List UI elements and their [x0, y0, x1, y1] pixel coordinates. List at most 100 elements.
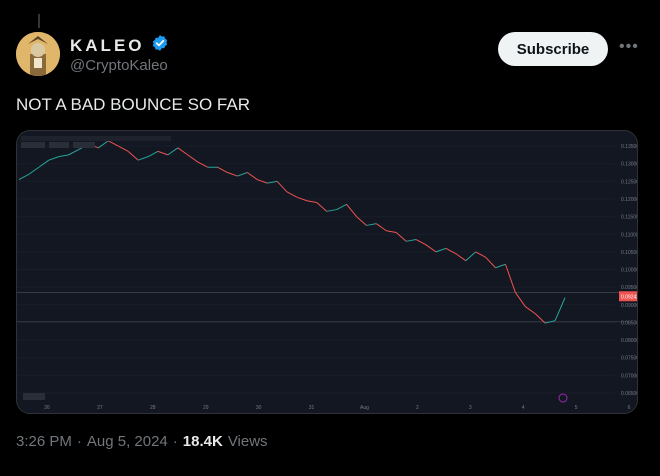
price-segment [534, 313, 546, 324]
display-name[interactable]: KALEO [70, 35, 145, 55]
price-segment [237, 172, 248, 177]
price-segment [177, 147, 189, 156]
x-tick-label: 31 [309, 405, 315, 411]
price-segment [495, 263, 506, 269]
price-segment [108, 140, 119, 147]
meta-separator: · [172, 433, 178, 450]
price-segment [425, 244, 437, 253]
price-tag-label: 0.09242 [621, 294, 637, 300]
price-segment [257, 179, 268, 184]
event-marker-icon [558, 393, 568, 403]
price-segment [346, 203, 357, 217]
price-segment [445, 247, 457, 255]
price-segment [485, 256, 496, 269]
indicator-chip [21, 142, 45, 148]
price-segment [157, 150, 169, 156]
author-handle[interactable]: @CryptoKaleo [70, 57, 168, 74]
price-segment [137, 156, 149, 161]
price-segment [356, 216, 367, 226]
avatar-image [16, 32, 60, 76]
price-segment [217, 166, 228, 173]
price-segment [514, 292, 526, 307]
price-segment [435, 247, 447, 253]
price-segment [267, 180, 278, 184]
tradingview-logo-icon [23, 393, 45, 400]
price-segment [316, 202, 328, 212]
ohlc-header-bar [21, 136, 171, 141]
indicator-chip [49, 142, 69, 148]
chart-grid [17, 145, 615, 394]
avatar[interactable] [16, 32, 60, 76]
price-segment [455, 253, 467, 262]
price-segment [386, 230, 397, 233]
price-segment [58, 154, 69, 158]
x-tick-label: Aug [360, 405, 369, 411]
x-tick-label: 30 [256, 405, 262, 411]
price-segment [554, 297, 566, 321]
y-tick-label: 0.06500 [621, 391, 637, 397]
price-segment [326, 209, 337, 212]
indicator-chip [73, 142, 95, 148]
tweet-date[interactable]: Aug 5, 2024 [86, 433, 168, 450]
price-segment [187, 154, 198, 163]
price-segment [376, 223, 387, 232]
x-tick-label: 3 [469, 405, 472, 411]
meta-separator: · [76, 433, 82, 450]
tweet-meta: 3:26 PM · Aug 5, 2024 · 18.4K Views [16, 433, 268, 450]
author-name-row: KALEO [70, 34, 169, 57]
price-segment [118, 145, 129, 152]
price-segment [247, 172, 258, 180]
x-tick-label: 4 [522, 405, 525, 411]
price-segment [147, 150, 159, 158]
tweet-text: NOT A BAD BOUNCE SO FAR [16, 95, 250, 114]
price-segment [167, 147, 179, 156]
price-segment [504, 264, 516, 293]
price-segment [465, 251, 476, 262]
price-segment [366, 223, 377, 226]
price-segment [68, 149, 79, 156]
y-tick-label: 0.11500 [621, 215, 637, 221]
price-segment [227, 172, 238, 177]
thread-connector-line [38, 14, 40, 28]
price-segment [38, 159, 50, 168]
y-tick-label: 0.11000 [621, 232, 637, 238]
verified-badge-icon [151, 34, 169, 57]
x-tick-label: 5 [575, 405, 578, 411]
price-segment [336, 203, 347, 210]
price-segment [475, 251, 486, 258]
price-segment [98, 140, 109, 149]
tweet-time[interactable]: 3:26 PM [16, 433, 72, 450]
price-segment [545, 320, 556, 324]
price-segment [415, 239, 427, 246]
x-tick-label: 26 [44, 405, 50, 411]
price-segment [276, 180, 288, 193]
price-segment [395, 232, 407, 242]
price-segment [525, 306, 536, 315]
subscribe-button[interactable]: Subscribe [498, 32, 608, 66]
price-tag-box [619, 291, 637, 302]
current-price-tag: 0.09242 [619, 291, 637, 302]
more-icon[interactable]: ••• [619, 38, 639, 55]
price-segment [286, 191, 298, 198]
horizontal-levels [17, 292, 629, 323]
price-segment [296, 196, 308, 202]
price-segment [406, 239, 417, 242]
x-tick-label: 29 [203, 405, 209, 411]
x-axis: 26 27 28 29 30 31 Aug 2 3 4 5 6 [44, 405, 630, 411]
price-segment [48, 156, 59, 161]
views-label: Views [227, 433, 268, 450]
